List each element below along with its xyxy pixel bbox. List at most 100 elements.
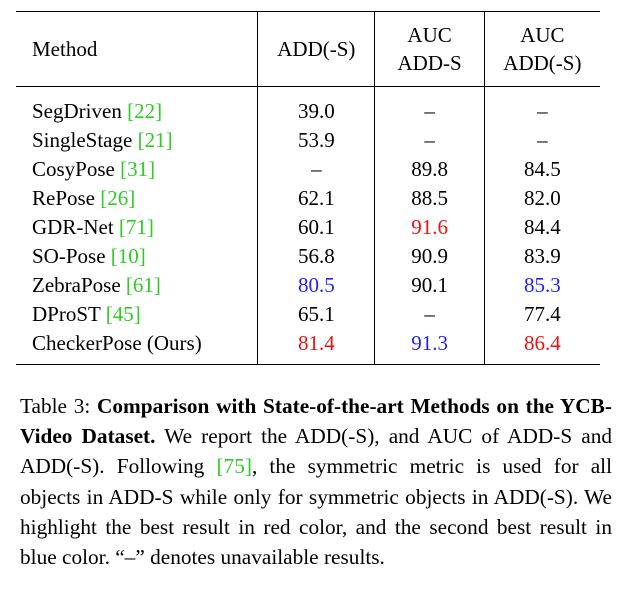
method-citation[interactable]: [10] — [110, 244, 146, 268]
results-table-container: Method ADD(-S) AUC ADD-S AUC ADD(-S) Seg… — [16, 11, 600, 365]
value-add-s: 80.5 — [297, 273, 335, 297]
value-auc-add-s-cell: 89.8 — [374, 155, 485, 184]
method-citation[interactable]: [26] — [100, 186, 136, 210]
method-name: SingleStage — [32, 128, 133, 152]
value-auc-add-s: 90.9 — [411, 244, 448, 268]
method-name: GDR-Net — [32, 215, 114, 239]
header-method-label: Method — [32, 37, 98, 61]
method-cell: DProST [45] — [16, 300, 258, 329]
header-add-s-label: ADD(-S) — [277, 37, 356, 61]
method-citation[interactable]: [21] — [137, 128, 173, 152]
value-add-s: 62.1 — [297, 186, 335, 210]
value-auc-add-s-cell: 91.6 — [374, 213, 485, 242]
value-add-s-cell: – — [257, 155, 375, 184]
caption-label: Table 3: — [20, 394, 91, 418]
value-auc-add-s-sym: 84.5 — [523, 157, 561, 181]
method-cell: SingleStage [21] — [16, 126, 258, 155]
value-auc-add-s-sym: 77.4 — [523, 302, 561, 326]
method-citation[interactable]: [61] — [125, 273, 161, 297]
caption-text-after-cite: , the symmetric metric is used for all o… — [20, 454, 612, 570]
header-auc-add-s-line1: AUC — [407, 23, 452, 47]
value-auc-add-s-sym-cell: 82.0 — [483, 184, 600, 213]
value-auc-add-s-sym-cell: 84.5 — [483, 155, 600, 184]
table-row: SingleStage [21] 53.9 – – — [16, 126, 600, 155]
value-auc-add-s-sym-cell: 77.4 — [483, 300, 600, 329]
value-auc-add-s-sym: – — [537, 128, 548, 152]
method-name: CheckerPose (Ours) — [32, 331, 202, 355]
value-auc-add-s: 88.5 — [411, 186, 448, 210]
value-auc-add-s-sym-cell: – — [483, 126, 600, 155]
value-add-s-cell: 80.5 — [257, 271, 375, 300]
method-name: ZebraPose — [32, 273, 121, 297]
value-add-s: 53.9 — [297, 128, 335, 152]
method-citation[interactable]: [22] — [127, 99, 163, 123]
value-auc-add-s-sym: 85.3 — [523, 273, 561, 297]
table-row: GDR-Net [71] 60.1 91.6 84.4 — [16, 213, 600, 242]
value-add-s-cell: 65.1 — [257, 300, 375, 329]
value-auc-add-s-cell: 88.5 — [374, 184, 485, 213]
value-auc-add-s-sym: 83.9 — [523, 244, 561, 268]
method-name: CosyPose — [32, 157, 115, 181]
value-add-s-cell: 60.1 — [257, 213, 375, 242]
header-auc-add-s-sym: AUC ADD(-S) — [483, 11, 600, 87]
value-auc-add-s: – — [424, 128, 435, 152]
value-auc-add-s-cell: 91.3 — [374, 329, 485, 365]
table-header-row: Method ADD(-S) AUC ADD-S AUC ADD(-S) — [16, 11, 600, 87]
value-add-s: 81.4 — [297, 331, 335, 355]
method-cell: CheckerPose (Ours) — [16, 329, 258, 365]
table-row: SO-Pose [10] 56.8 90.9 83.9 — [16, 242, 600, 271]
method-name: DProST — [32, 302, 101, 326]
method-cell: RePose [26] — [16, 184, 258, 213]
value-auc-add-s-sym-cell: 85.3 — [483, 271, 600, 300]
method-citation[interactable]: [71] — [118, 215, 154, 239]
value-add-s-cell: 81.4 — [257, 329, 375, 365]
value-add-s-cell: 53.9 — [257, 126, 375, 155]
table-row: DProST [45] 65.1 – 77.4 — [16, 300, 600, 329]
value-auc-add-s-cell: – — [374, 86, 485, 126]
table-row: CosyPose [31] – 89.8 84.5 — [16, 155, 600, 184]
value-auc-add-s-sym-cell: 84.4 — [483, 213, 600, 242]
method-cell: SO-Pose [10] — [16, 242, 258, 271]
value-auc-add-s: – — [424, 99, 435, 123]
value-add-s-cell: 62.1 — [257, 184, 375, 213]
method-name: SO-Pose — [32, 244, 106, 268]
table-caption: Table 3: Comparison with State-of-the-ar… — [20, 391, 612, 572]
header-auc-add-s-sym-line1: AUC — [520, 23, 565, 47]
value-auc-add-s-sym-cell: – — [483, 86, 600, 126]
value-auc-add-s: 89.8 — [411, 157, 448, 181]
value-auc-add-s: 91.3 — [411, 331, 448, 355]
table-row: CheckerPose (Ours) 81.4 91.3 86.4 — [16, 329, 600, 365]
table-body: SegDriven [22] 39.0 – – SingleStage [21] 53.9… — [16, 86, 600, 365]
header-method: Method — [16, 12, 258, 87]
table-row: ZebraPose [61] 80.5 90.1 85.3 — [16, 271, 600, 300]
value-add-s: 39.0 — [297, 99, 335, 123]
value-auc-add-s-cell: – — [374, 300, 485, 329]
method-name: SegDriven — [32, 99, 122, 123]
results-table: Method ADD(-S) AUC ADD-S AUC ADD(-S) Seg… — [16, 11, 600, 365]
header-auc-add-s-line2: ADD-S — [397, 51, 462, 75]
value-auc-add-s-cell: 90.9 — [374, 242, 485, 271]
value-add-s-cell: 39.0 — [257, 86, 375, 126]
method-name: RePose — [32, 186, 95, 210]
value-auc-add-s-sym: 84.4 — [523, 215, 561, 239]
method-citation[interactable]: [31] — [120, 157, 156, 181]
table-row: SegDriven [22] 39.0 – – — [16, 86, 600, 127]
method-cell: SegDriven [22] — [16, 87, 258, 127]
value-auc-add-s-sym: 86.4 — [523, 331, 561, 355]
header-auc-add-s: AUC ADD-S — [374, 11, 485, 87]
method-citation[interactable]: [45] — [105, 302, 141, 326]
value-auc-add-s-sym: 82.0 — [523, 186, 561, 210]
value-auc-add-s-cell: – — [374, 126, 485, 155]
value-add-s: – — [311, 157, 322, 181]
header-add-s: ADD(-S) — [257, 11, 375, 87]
method-cell: GDR-Net [71] — [16, 213, 258, 242]
table-row: RePose [26] 62.1 88.5 82.0 — [16, 184, 600, 213]
value-auc-add-s-sym: – — [537, 99, 548, 123]
value-add-s: 60.1 — [297, 215, 335, 239]
value-auc-add-s: – — [424, 302, 435, 326]
caption-citation[interactable]: [75] — [216, 454, 252, 479]
method-cell: CosyPose [31] — [16, 155, 258, 184]
value-auc-add-s-sym-cell: 83.9 — [483, 242, 600, 271]
value-auc-add-s: 91.6 — [411, 215, 448, 239]
value-auc-add-s-cell: 90.1 — [374, 271, 485, 300]
